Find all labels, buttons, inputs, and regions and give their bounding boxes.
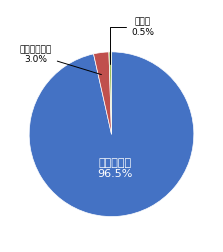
Wedge shape xyxy=(109,52,112,134)
Text: 無回答
0.5%: 無回答 0.5% xyxy=(110,18,154,64)
Text: 知っている
96.5%: 知っている 96.5% xyxy=(98,158,133,179)
Wedge shape xyxy=(29,52,194,216)
Wedge shape xyxy=(93,52,112,134)
Text: 知らなかった
3.0%: 知らなかった 3.0% xyxy=(20,45,101,75)
